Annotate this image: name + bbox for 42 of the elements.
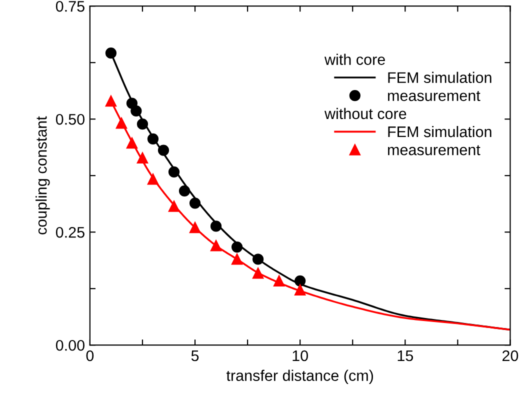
point xyxy=(210,220,222,232)
annotation: with core xyxy=(324,54,385,65)
point xyxy=(168,200,180,212)
point xyxy=(178,185,190,197)
y-tick-label: 0.25 xyxy=(56,226,84,238)
point xyxy=(147,174,159,185)
point xyxy=(126,98,138,109)
y-tick-label: 0.00 xyxy=(56,340,84,351)
point xyxy=(294,275,306,286)
point xyxy=(126,137,138,149)
point xyxy=(231,241,243,253)
point xyxy=(158,144,170,156)
point xyxy=(294,284,306,296)
x-tick-label: 5 xyxy=(191,350,199,362)
x-tick-label: 0 xyxy=(86,350,94,362)
point xyxy=(105,95,117,107)
point xyxy=(189,198,201,209)
point xyxy=(105,48,117,59)
legend-label: measurement xyxy=(388,91,480,102)
x-tick-label: 20 xyxy=(502,350,518,362)
legend-label: FEM simulation xyxy=(388,126,492,138)
x-axis-title: transfer distance (cm) xyxy=(226,370,374,384)
point xyxy=(168,166,180,178)
legend-label: measurement xyxy=(388,145,480,156)
point xyxy=(252,268,264,279)
point xyxy=(189,222,201,234)
point xyxy=(210,240,222,252)
point xyxy=(274,275,285,286)
point xyxy=(136,152,148,164)
point xyxy=(252,254,264,265)
annotation: without core xyxy=(324,108,406,120)
y-tick-label: 0.75 xyxy=(56,0,84,12)
x-tick-label: 15 xyxy=(398,350,414,362)
y-axis-title: coupling constant xyxy=(36,116,50,234)
point xyxy=(130,105,142,117)
point xyxy=(231,254,243,265)
x-tick-label: 10 xyxy=(292,350,308,362)
legend-label: FEM simulation xyxy=(388,72,492,84)
y-tick-label: 0.50 xyxy=(56,114,84,125)
point xyxy=(136,118,148,130)
point xyxy=(116,118,128,129)
point xyxy=(147,133,159,145)
